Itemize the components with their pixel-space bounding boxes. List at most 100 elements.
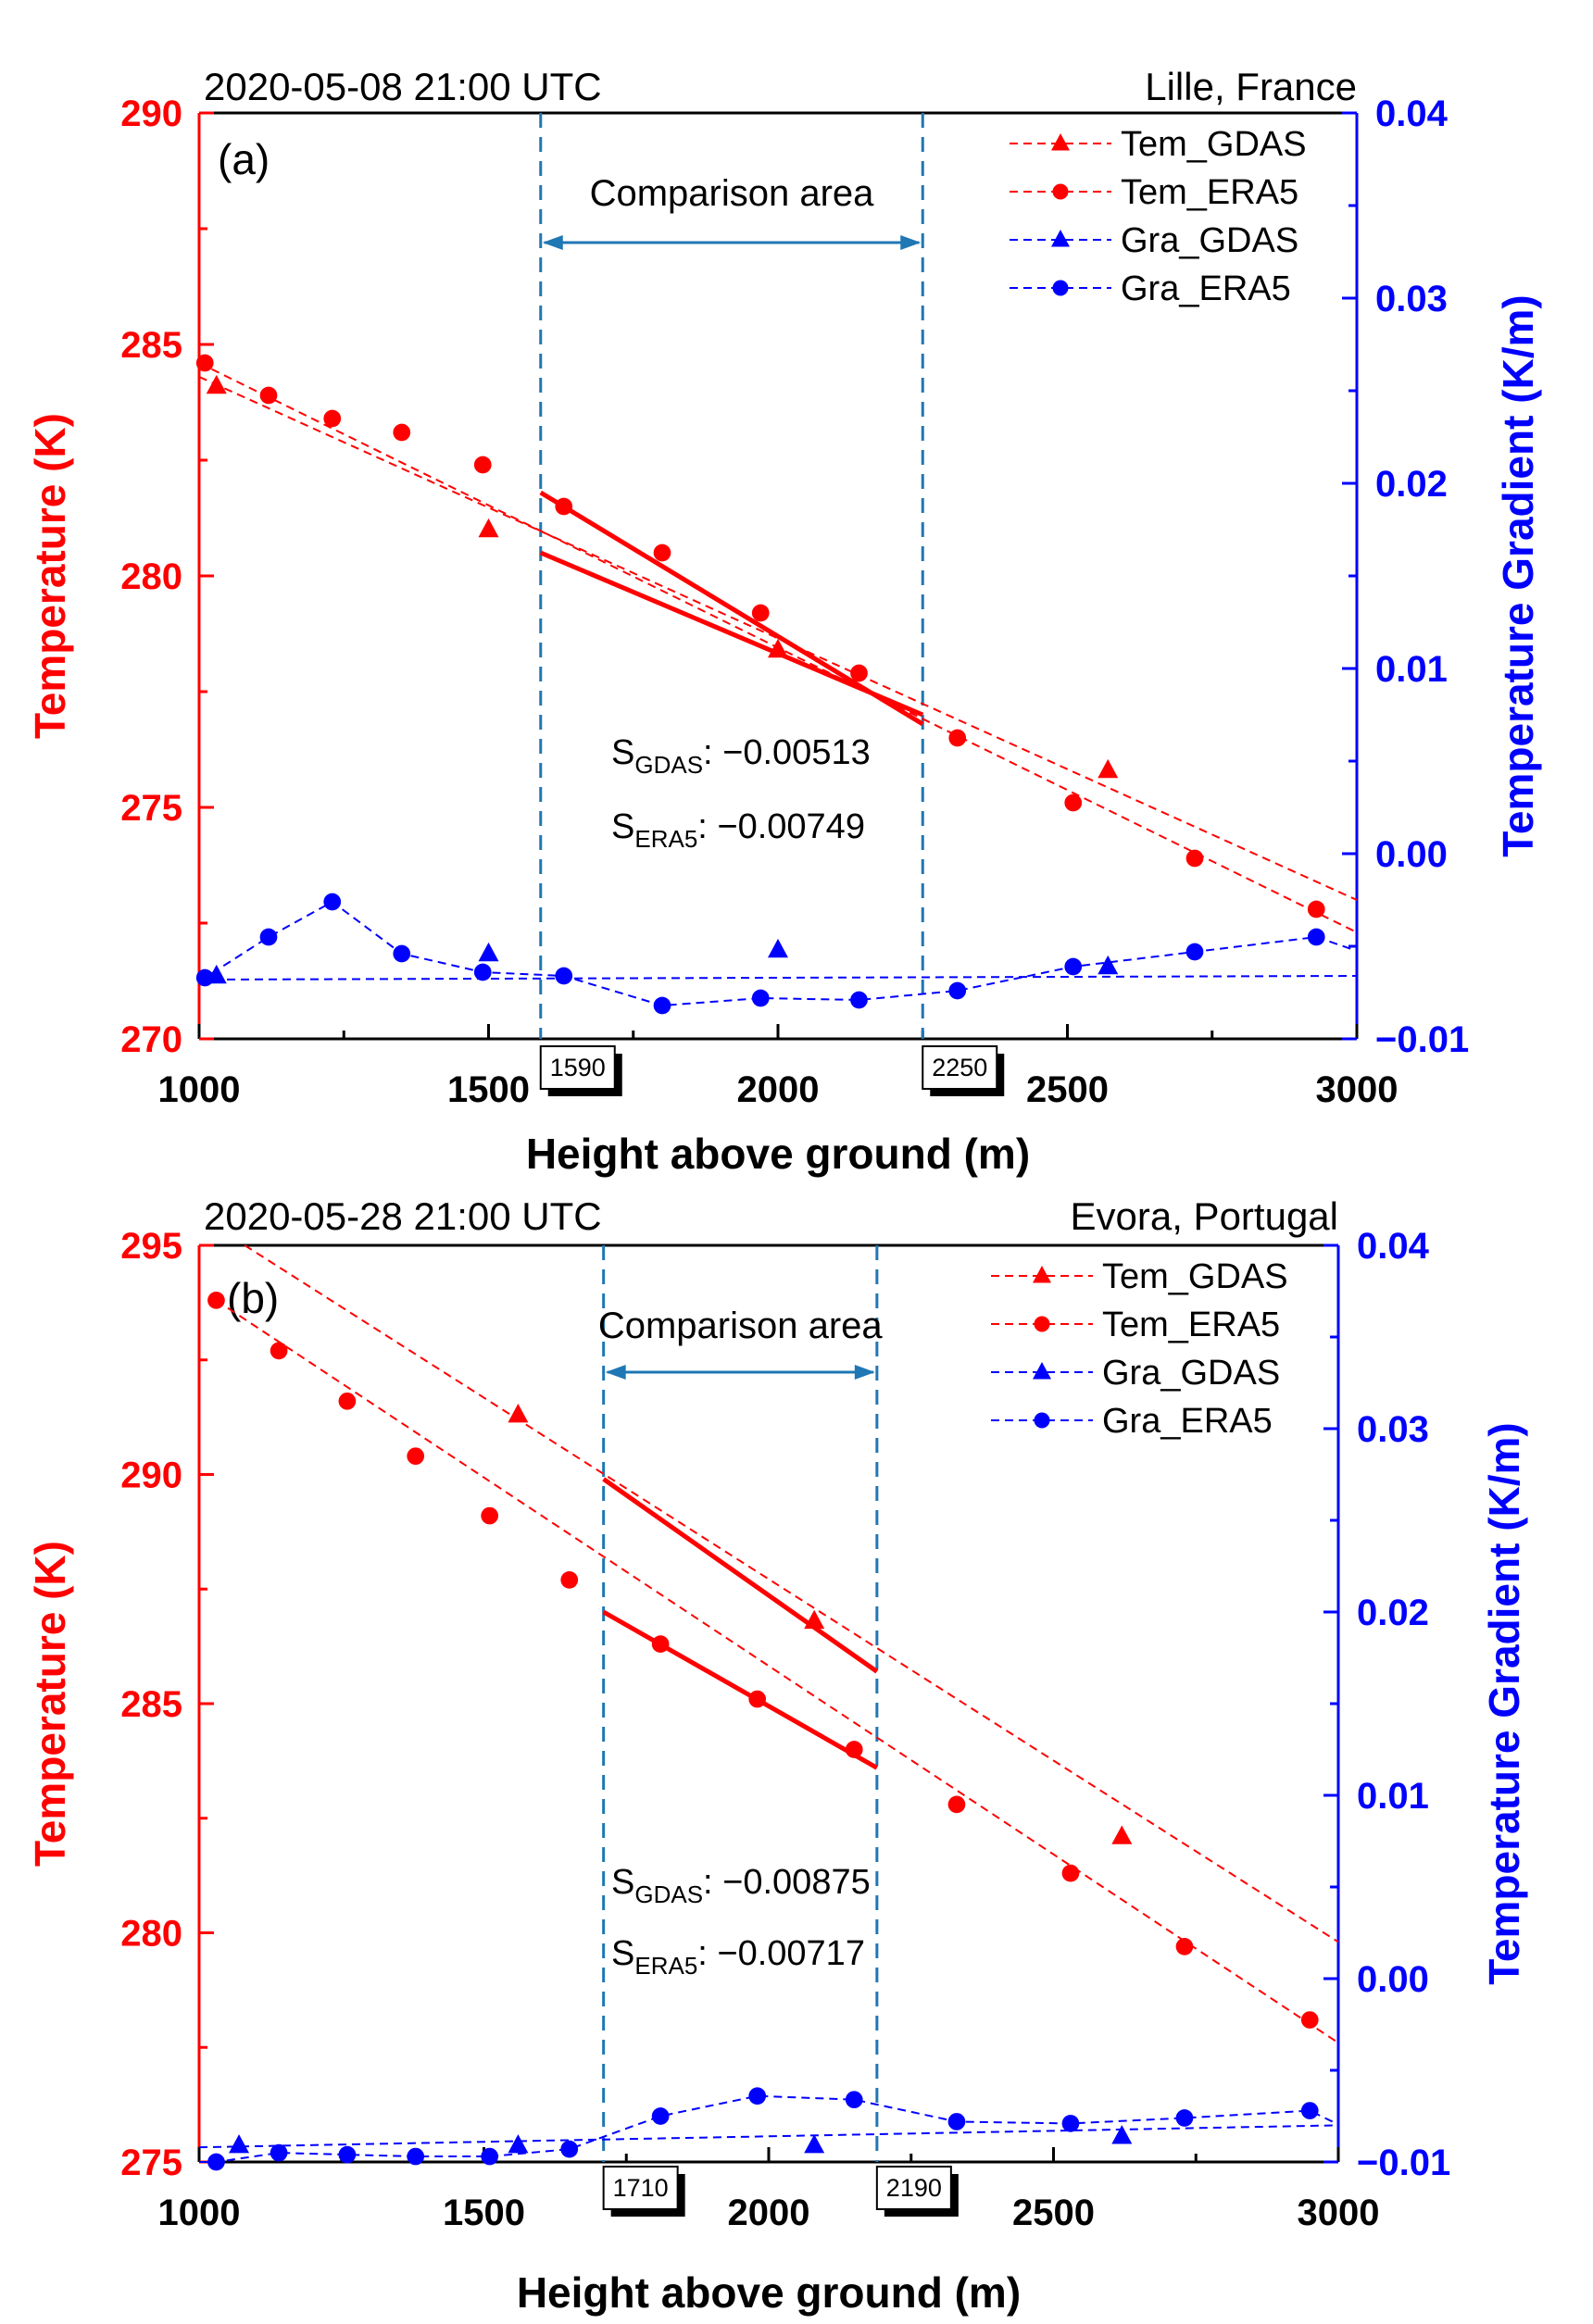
legend-marker [1051, 133, 1070, 151]
data-point [1175, 2109, 1194, 2127]
data-point [393, 944, 411, 963]
legend-marker [1052, 183, 1069, 200]
data-point [508, 1404, 529, 1423]
title-right: Lille, France [1145, 65, 1357, 108]
data-point [270, 1342, 288, 1360]
data-point [804, 1609, 825, 1630]
data-point [1111, 1825, 1133, 1844]
data-point [748, 2087, 767, 2105]
series-gra-era5 [195, 893, 1358, 1015]
comparison-arrow-head-left [542, 235, 563, 250]
title-right: Evora, Portugal [1071, 1194, 1339, 1238]
series-tem-era5 [207, 1292, 1339, 2044]
x-tick-label: 2500 [1012, 2193, 1095, 2233]
right-y-tick-label: 0.00 [1357, 1959, 1429, 2000]
x-tick-label: 2500 [1026, 1069, 1109, 1110]
right-y-tick-label: 0.03 [1375, 279, 1448, 319]
data-point [259, 928, 278, 946]
data-point [207, 1292, 225, 1309]
slope-subscript: GDAS [634, 1880, 703, 1908]
slope-symbol: S [611, 733, 634, 772]
legend-label: Gra_GDAS [1121, 221, 1298, 260]
slope-value: : −0.00749 [697, 807, 865, 846]
data-point [768, 938, 788, 958]
data-point [555, 497, 573, 516]
data-point [1111, 2125, 1133, 2144]
slope-subscript: GDAS [634, 751, 703, 779]
data-point [653, 996, 671, 1015]
legend-marker [1051, 230, 1070, 247]
data-point [407, 2147, 425, 2166]
left-y-tick-label: 290 [120, 1456, 182, 1496]
comparison-start-box-label: 1590 [550, 1054, 606, 1081]
legend-marker [1034, 1316, 1050, 1332]
right-y-tick-label: 0.04 [1357, 1226, 1430, 1267]
slope-value: : −0.00875 [703, 1863, 871, 1902]
data-point [1300, 2011, 1319, 2029]
right-y-tick-label: 0.02 [1357, 1593, 1429, 1633]
data-point [653, 544, 671, 562]
right-y-tick-label: 0.03 [1357, 1409, 1429, 1450]
x-axis-label: Height above ground (m) [517, 2268, 1021, 2317]
series-tem-gdas [244, 1244, 1339, 1943]
data-point [338, 2145, 357, 2164]
legend-marker [1034, 1412, 1050, 1429]
panel-b: 1000 1500 2000 2500 3000 275 280 285 290 295 −0.01… [26, 1194, 1528, 2317]
legend-label: Gra_ERA5 [1121, 269, 1291, 308]
data-point [481, 1506, 499, 1525]
slope-annotation: SGDAS: −0.00875 [611, 1863, 871, 1908]
data-point [947, 1795, 966, 1814]
fit-line [539, 490, 924, 727]
data-point [259, 386, 278, 405]
slope-annotation: SERA5: −0.00749 [611, 807, 865, 853]
slope-value: : −0.00513 [703, 733, 871, 772]
legend-marker [1052, 280, 1069, 296]
comparison-end-box [875, 2166, 952, 2210]
connecting-line [199, 2094, 1339, 2163]
x-tick-label: 3000 [1298, 2193, 1380, 2233]
trend-line [198, 2124, 1339, 2149]
trend-line [215, 1299, 1339, 2044]
slope-subscript: ERA5 [634, 825, 697, 853]
comparison-arrow-head-left [605, 1365, 626, 1380]
right-y-axis-label: Temperature Gradient (K/m) [1480, 1422, 1528, 1984]
trend-line [244, 1244, 1339, 1943]
x-tick-label: 1500 [447, 1069, 530, 1110]
comparison-end-box-label: 2190 [886, 2174, 942, 2202]
data-point [229, 2134, 250, 2154]
slope-symbol: S [611, 807, 634, 846]
data-point [473, 963, 492, 981]
data-point [804, 2134, 825, 2154]
data-point [850, 664, 868, 682]
data-point [393, 423, 411, 442]
data-point [323, 409, 342, 428]
legend-label: Tem_ERA5 [1102, 1306, 1280, 1344]
x-tick-label: 2000 [728, 2193, 810, 2233]
data-point [560, 1571, 579, 1589]
left-y-tick-label: 295 [120, 1226, 182, 1267]
comparison-end-box [922, 1045, 998, 1090]
right-y-tick-label: 0.04 [1375, 94, 1449, 134]
data-point [1064, 793, 1083, 812]
data-point [478, 518, 499, 538]
right-y-axis-label: Temperature Gradient (K/m) [1494, 294, 1542, 856]
trend-line [198, 975, 1358, 981]
data-point [270, 2143, 288, 2162]
data-point [473, 456, 492, 474]
legend: Tem_GDAS Tem_ERA5 Gra_GDAS Gra_ERA5 [991, 1257, 1288, 1441]
data-point [478, 942, 499, 962]
comparison-start-box [539, 1045, 616, 1090]
slope-symbol: S [611, 1934, 634, 1973]
left-y-axis-label: Temperature (K) [26, 413, 74, 739]
data-point [1098, 758, 1119, 779]
series-gra-gdas [198, 2124, 1339, 2154]
legend-marker [1033, 1266, 1051, 1283]
legend-label: Tem_GDAS [1102, 1257, 1288, 1296]
data-point [481, 2147, 499, 2166]
data-point [560, 2140, 579, 2158]
comparison-start-box-label: 1710 [613, 2174, 669, 2202]
data-point [850, 991, 868, 1009]
right-y-tick-label: 0.00 [1375, 834, 1448, 875]
panel-label: (b) [227, 1274, 279, 1322]
left-y-axis-label: Temperature (K) [26, 1541, 74, 1867]
